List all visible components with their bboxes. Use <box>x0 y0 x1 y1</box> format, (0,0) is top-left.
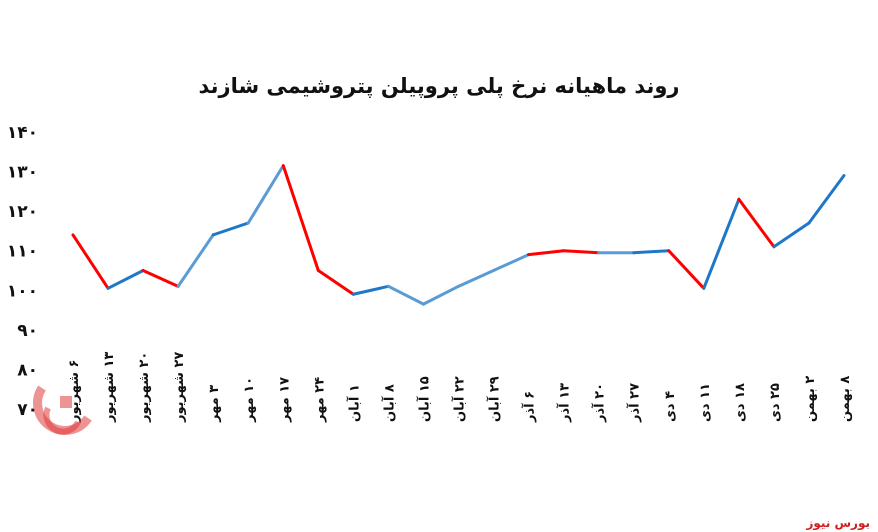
x-tick-label: ۲۷ آذر <box>626 383 643 423</box>
brand-label: بورس نیوز <box>806 516 870 530</box>
x-tick-label: ۲۹ آبان <box>486 376 503 422</box>
x-tick-label: ۶ آذر <box>521 391 538 423</box>
x-tick-label: ۲۰ شهریور <box>137 352 152 423</box>
x-tick-label: ۲ بهمن <box>803 376 818 422</box>
x-tick-label: ۱۸ دی <box>733 383 748 422</box>
line-segment <box>351 284 390 296</box>
line-segment <box>421 284 460 306</box>
line-segment <box>106 269 145 290</box>
x-tick-label: ۱ آبان <box>345 384 362 422</box>
line-segment <box>807 174 846 225</box>
x-tick-label: ۸ آبان <box>380 384 397 422</box>
line-segment <box>702 197 741 290</box>
line-segment <box>316 269 355 296</box>
y-axis-ticks: ۷۰ ۸۰ ۹۰ ۱۰۰ ۱۱۰ ۱۲۰ ۱۳۰ ۱۴۰ <box>7 123 38 420</box>
x-tick-label: ۲۲ آبان <box>451 376 468 422</box>
chart-title: روند ماهیانه نرخ پلی پروپیلن پتروشیمی شا… <box>198 74 680 98</box>
x-tick-label: ۱۷ مهر <box>277 377 292 423</box>
line-segment <box>281 164 320 272</box>
line-segment <box>527 249 566 257</box>
line-segment <box>176 233 215 288</box>
y-tick-label: ۱۴۰ <box>7 123 38 143</box>
line-segment <box>492 253 531 272</box>
line-segment <box>632 249 671 255</box>
line-segment <box>457 269 496 288</box>
line-segment <box>71 233 110 290</box>
x-tick-label: ۳ مهر <box>207 385 222 423</box>
line-segment <box>141 269 180 288</box>
y-tick-label: ۷۰ <box>17 400 38 420</box>
line-segment <box>667 249 706 290</box>
x-tick-label: ۱۰ مهر <box>242 377 257 423</box>
x-tick-label: ۴ دی <box>663 391 678 422</box>
x-tick-label: ۲۷ شهریور <box>172 352 187 423</box>
y-tick-label: ۸۰ <box>17 360 38 380</box>
x-tick-label: ۲۵ دی <box>768 383 783 422</box>
y-tick-label: ۱۱۰ <box>7 242 38 262</box>
line-segment <box>737 197 776 249</box>
line-segment <box>562 249 601 255</box>
x-tick-label: ۱۳ شهریور <box>102 352 117 423</box>
y-tick-label: ۱۰۰ <box>7 281 38 301</box>
x-tick-label: ۲۴ مهر <box>312 377 327 423</box>
line-segment <box>246 164 285 225</box>
line-segment <box>386 284 425 306</box>
line-segment <box>772 221 811 249</box>
x-tick-label: ۲۰ آذر <box>591 383 608 423</box>
x-tick-label: ۱۳ آذر <box>556 383 573 423</box>
x-tick-label: ۱۱ دی <box>698 383 713 422</box>
y-tick-label: ۱۲۰ <box>7 202 38 222</box>
line-segment <box>211 221 250 237</box>
y-tick-label: ۱۳۰ <box>7 163 38 183</box>
x-tick-label: ۱۵ آبان <box>415 376 432 422</box>
y-tick-label: ۹۰ <box>17 321 38 341</box>
x-tick-label: ۸ بهمن <box>838 376 853 422</box>
bourse-news-logo-watermark <box>33 385 92 435</box>
line-series <box>71 164 846 306</box>
